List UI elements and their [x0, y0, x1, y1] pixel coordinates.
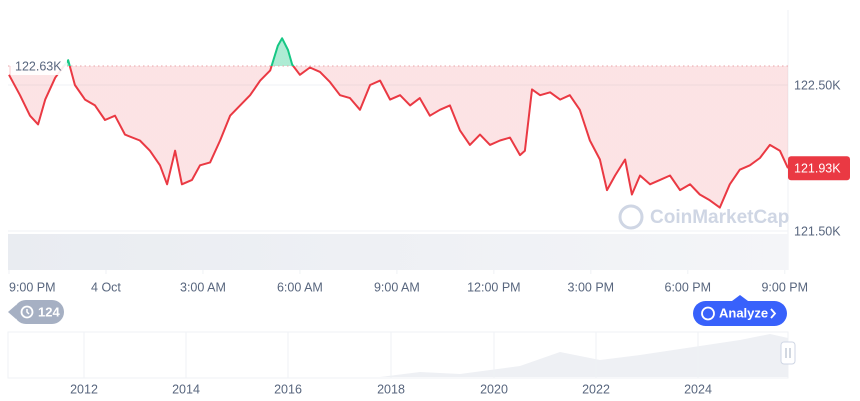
x-tick-label: 9:00 AM — [374, 280, 420, 294]
badge-text: 124 — [38, 304, 60, 319]
price-line — [8, 37, 789, 209]
x-tick-label: 9:00 PM — [9, 280, 56, 294]
navigator-label: 2014 — [172, 382, 200, 396]
navigator-label: 2018 — [377, 382, 405, 396]
navigator-label: 2016 — [274, 382, 302, 396]
volume-area — [8, 234, 788, 270]
watermark: CoinMarketCap — [618, 204, 789, 230]
x-tick-label: 12:00 PM — [467, 280, 521, 294]
button-text: Analyze — [719, 305, 768, 320]
x-tick-label: 3:00 PM — [568, 280, 615, 294]
navigator-label: 2020 — [480, 382, 508, 396]
watermark-text: CoinMarketCap — [650, 207, 789, 228]
x-tick-label: 6:00 AM — [277, 280, 323, 294]
current-price-tag — [788, 156, 850, 181]
current-price-label: 121.93K — [794, 162, 841, 176]
y-tick-label: 122.50K — [794, 78, 841, 92]
x-tick-label: 9:00 PM — [761, 280, 808, 294]
analyze-button[interactable]: Analyze — [693, 295, 787, 326]
reference-label: 122.63K — [15, 59, 62, 73]
y-tick-label: 121.50K — [794, 224, 841, 238]
x-tick-label: 3:00 AM — [180, 280, 226, 294]
navigator — [7, 331, 796, 379]
price-area — [9, 38, 788, 208]
x-tick-label: 4 Oct — [91, 280, 121, 294]
navigator-label: 2022 — [582, 382, 610, 396]
reference-label-bg — [11, 57, 67, 76]
history-badge[interactable]: 124 — [8, 300, 64, 324]
navigator-label: 2012 — [70, 382, 98, 396]
navigator-label: 2024 — [684, 382, 712, 396]
x-tick-label: 6:00 PM — [665, 280, 712, 294]
